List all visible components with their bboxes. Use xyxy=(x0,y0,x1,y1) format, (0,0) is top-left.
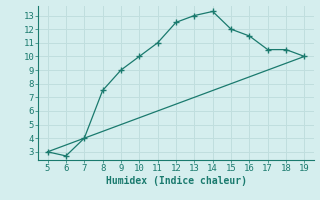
X-axis label: Humidex (Indice chaleur): Humidex (Indice chaleur) xyxy=(106,176,246,186)
